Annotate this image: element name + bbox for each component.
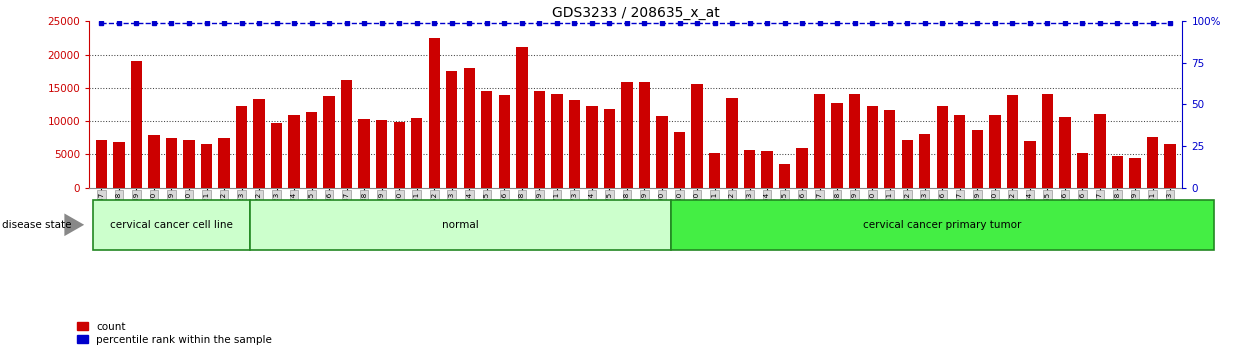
Bar [534,91,545,188]
Bar [1146,137,1159,188]
Bar [149,135,160,188]
Bar [394,122,405,188]
Bar [1129,158,1140,188]
FancyBboxPatch shape [250,200,671,250]
Bar [954,115,966,188]
Bar [832,103,843,188]
Bar [691,85,703,188]
Bar [1024,141,1035,188]
Bar [306,112,317,188]
Bar [937,107,948,188]
Text: cervical cancer primary tumor: cervical cancer primary tumor [863,220,1021,230]
Bar [813,95,826,188]
Bar [673,132,685,188]
Bar [744,150,755,188]
Bar [639,82,650,188]
Bar [271,123,282,188]
Bar [201,144,212,188]
Bar [621,82,633,188]
Bar [1112,156,1123,188]
Bar [446,71,458,188]
Bar [568,100,581,188]
Bar [166,138,177,188]
Bar [236,107,248,188]
Bar [183,140,194,188]
Bar [1006,95,1018,188]
Bar [901,140,912,188]
Bar [359,119,370,188]
Bar [131,61,142,188]
Bar [656,116,667,188]
Bar [709,153,721,188]
Bar [323,96,334,188]
Bar [482,91,493,188]
Bar [989,115,1000,188]
Bar [288,115,300,188]
Bar [1077,153,1088,188]
Bar [113,142,125,188]
Text: cervical cancer cell line: cervical cancer cell line [110,220,233,230]
Bar [779,164,790,188]
Bar [95,140,108,188]
Bar [340,80,353,188]
Bar [411,118,422,188]
Bar [849,94,860,188]
Bar [1164,144,1176,188]
Bar [604,109,615,188]
Title: GDS3233 / 208635_x_at: GDS3233 / 208635_x_at [552,6,719,20]
Bar [1094,114,1106,188]
Polygon shape [64,213,84,236]
Bar [1041,95,1054,188]
Bar [254,99,265,188]
Bar [376,120,387,188]
Bar [516,46,527,188]
Legend: count, percentile rank within the sample: count, percentile rank within the sample [73,317,276,349]
Bar [919,135,931,188]
Bar [727,98,738,188]
Bar [218,138,230,188]
Bar [972,130,983,188]
Bar [884,110,895,188]
Bar [761,151,773,188]
Bar [499,95,510,188]
Bar [1060,117,1071,188]
Bar [796,148,808,188]
Bar [463,68,475,188]
Text: normal: normal [442,220,479,230]
Text: disease state: disease state [2,220,72,230]
Bar [867,107,878,188]
Bar [428,38,439,188]
Bar [551,94,562,188]
Bar [587,107,598,188]
FancyBboxPatch shape [93,200,250,250]
FancyBboxPatch shape [671,200,1213,250]
